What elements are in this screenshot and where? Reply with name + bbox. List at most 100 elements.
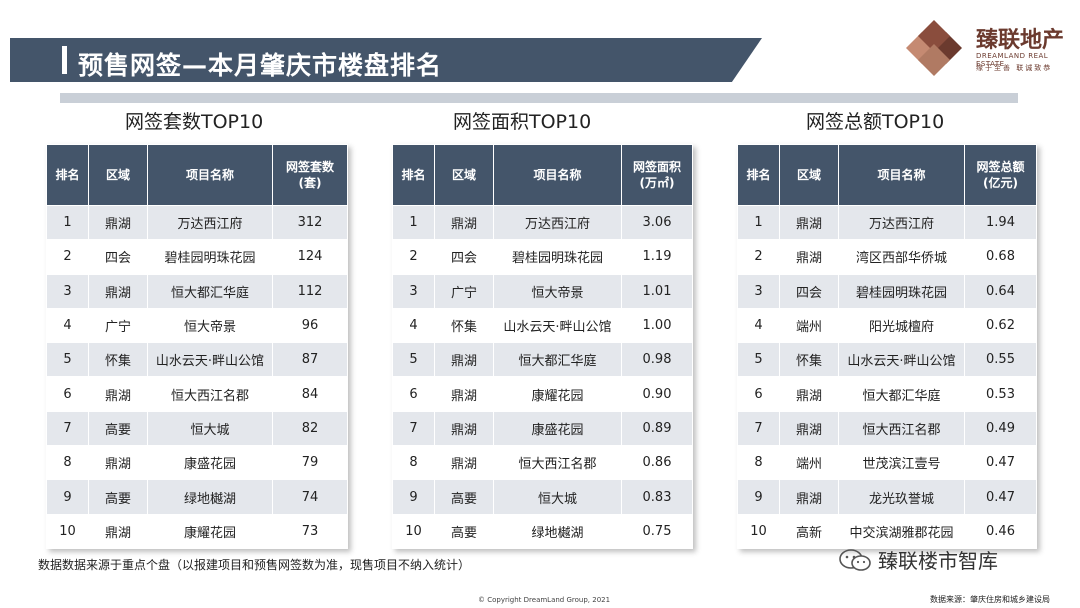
table-cell: 恒大西江名郡 bbox=[838, 410, 965, 447]
table-row: 5 怀集 山水云天·畔山公馆 87 bbox=[46, 342, 348, 378]
table-cell: 0.86 bbox=[621, 445, 693, 481]
table-cell: 82 bbox=[272, 410, 348, 447]
column-header: 排名 bbox=[46, 144, 89, 206]
table-cell: 山水云天·畔山公馆 bbox=[147, 342, 273, 378]
table-cell: 5 bbox=[392, 342, 435, 378]
table-cell: 鼎湖 bbox=[88, 376, 148, 412]
column-header: 网签面积 (万㎡) bbox=[621, 144, 693, 206]
table-cell: 0.89 bbox=[621, 410, 693, 447]
table-row: 10 高新 中交滨湖雅郡花园 0.46 bbox=[737, 513, 1037, 549]
table-cell: 绿地樾湖 bbox=[493, 513, 622, 549]
table-row: 6 鼎湖 恒大都汇华庭 0.53 bbox=[737, 376, 1037, 412]
table-cell: 0.62 bbox=[964, 307, 1037, 344]
table-cell: 鼎湖 bbox=[779, 410, 839, 447]
table-cell: 10 bbox=[46, 513, 89, 549]
table-cell: 6 bbox=[46, 376, 89, 412]
table-header-row: 排名 区域 项目名称 网签套数 (套) bbox=[46, 144, 348, 206]
table-cell: 0.75 bbox=[621, 513, 693, 549]
logo-slogan: 缘于至善 联诚致恭 bbox=[976, 64, 1053, 72]
data-source: 数据来源：肇庆住房和城乡建设局 bbox=[930, 595, 1050, 604]
table-cell: 87 bbox=[272, 342, 348, 378]
table-cell: 怀集 bbox=[779, 342, 839, 378]
table-cell: 康盛花园 bbox=[493, 410, 622, 447]
table-cell: 0.46 bbox=[964, 513, 1037, 549]
table-row: 2 四会 碧桂园明珠花园 1.19 bbox=[392, 239, 693, 275]
table-title-amount: 网签总额TOP10 bbox=[806, 111, 945, 133]
table-row: 9 鼎湖 龙光玖誉城 0.47 bbox=[737, 479, 1037, 515]
table-cell: 2 bbox=[46, 239, 89, 275]
column-header: 区域 bbox=[88, 144, 148, 206]
table-cell: 四会 bbox=[434, 239, 494, 275]
header-divider bbox=[60, 93, 1018, 103]
table-cell: 恒大西江名郡 bbox=[493, 445, 622, 481]
table-cell: 0.55 bbox=[964, 342, 1037, 378]
logo-name: 臻联地产 bbox=[976, 28, 1065, 53]
table-cell: 恒大帝景 bbox=[493, 273, 622, 309]
table-cell: 恒大都汇华庭 bbox=[147, 273, 273, 309]
table-cell: 3.06 bbox=[621, 204, 693, 241]
table-cell: 0.64 bbox=[964, 273, 1037, 309]
table-cell: 7 bbox=[392, 410, 435, 447]
table-cell: 怀集 bbox=[434, 307, 494, 344]
table-cell: 万达西江府 bbox=[493, 204, 622, 241]
table-cell: 3 bbox=[46, 273, 89, 309]
table-cell: 1.19 bbox=[621, 239, 693, 275]
table-cell: 鼎湖 bbox=[434, 204, 494, 241]
table-cell: 4 bbox=[737, 307, 780, 344]
table-header-row: 排名 区域 项目名称 网签面积 (万㎡) bbox=[392, 144, 693, 206]
table-cell: 8 bbox=[737, 445, 780, 481]
column-header: 项目名称 bbox=[838, 144, 965, 206]
table-cell: 恒大城 bbox=[147, 410, 273, 447]
table-cell: 1 bbox=[737, 204, 780, 241]
table-cell: 1 bbox=[46, 204, 89, 241]
table-row: 4 广宁 恒大帝景 96 bbox=[46, 307, 348, 344]
table-cell: 4 bbox=[46, 307, 89, 344]
table-cell: 山水云天·畔山公馆 bbox=[493, 307, 622, 344]
table-cell: 恒大都汇华庭 bbox=[838, 376, 965, 412]
column-header: 网签总额 (亿元) bbox=[964, 144, 1037, 206]
table-cell: 96 bbox=[272, 307, 348, 344]
table-cell: 鼎湖 bbox=[434, 376, 494, 412]
table-row: 5 怀集 山水云天·畔山公馆 0.55 bbox=[737, 342, 1037, 378]
table-cell: 鼎湖 bbox=[779, 376, 839, 412]
table-cell: 3 bbox=[737, 273, 780, 309]
title-banner bbox=[10, 38, 762, 82]
table-row: 6 鼎湖 康耀花园 0.90 bbox=[392, 376, 693, 412]
logo-english-name: DREAMLAND REAL ESTATE bbox=[976, 52, 1049, 68]
company-logo: 臻联地产 DREAMLAND REAL ESTATE 缘于至善 联诚致恭 bbox=[902, 18, 1072, 78]
table-cell: 山水云天·畔山公馆 bbox=[838, 342, 965, 378]
table-row: 2 四会 碧桂园明珠花园 124 bbox=[46, 239, 348, 275]
table-cell: 鼎湖 bbox=[434, 410, 494, 447]
column-header: 区域 bbox=[434, 144, 494, 206]
table-row: 3 四会 碧桂园明珠花园 0.64 bbox=[737, 273, 1037, 309]
table-cell: 鼎湖 bbox=[434, 445, 494, 481]
table-cell: 绿地樾湖 bbox=[147, 479, 273, 515]
table-cell: 恒大西江名郡 bbox=[147, 376, 273, 412]
table-cell: 鼎湖 bbox=[779, 204, 839, 241]
table-cell: 0.47 bbox=[964, 445, 1037, 481]
table-cell: 碧桂园明珠花园 bbox=[838, 273, 965, 309]
table-title-area: 网签面积TOP10 bbox=[453, 111, 592, 133]
table-cell: 鼎湖 bbox=[88, 513, 148, 549]
table-cell: 312 bbox=[272, 204, 348, 241]
table-row: 9 高要 恒大城 0.83 bbox=[392, 479, 693, 515]
table-cell: 高要 bbox=[88, 479, 148, 515]
table-row: 8 鼎湖 恒大西江名郡 0.86 bbox=[392, 445, 693, 481]
wechat-icon bbox=[839, 548, 871, 571]
ranking-table-units: 排名 区域 项目名称 网签套数 (套) 1 鼎湖 万达西江府 312 2 四会 碧桂园明珠花园 124… bbox=[46, 144, 348, 549]
table-cell: 5 bbox=[737, 342, 780, 378]
logo-mark-icon bbox=[906, 20, 962, 76]
table-cell: 碧桂园明珠花园 bbox=[493, 239, 622, 275]
table-cell: 79 bbox=[272, 445, 348, 481]
table-cell: 鼎湖 bbox=[88, 204, 148, 241]
table-cell: 阳光城檀府 bbox=[838, 307, 965, 344]
table-cell: 中交滨湖雅郡花园 bbox=[838, 513, 965, 549]
table-cell: 10 bbox=[392, 513, 435, 549]
table-cell: 7 bbox=[46, 410, 89, 447]
column-header: 网签套数 (套) bbox=[272, 144, 348, 206]
table-row: 5 鼎湖 恒大都汇华庭 0.98 bbox=[392, 342, 693, 378]
table-cell: 高要 bbox=[88, 410, 148, 447]
copyright: © Copyright DreamLand Group, 2021 bbox=[478, 596, 611, 604]
table-cell: 0.47 bbox=[964, 479, 1037, 515]
table-title-units: 网签套数TOP10 bbox=[125, 111, 264, 133]
